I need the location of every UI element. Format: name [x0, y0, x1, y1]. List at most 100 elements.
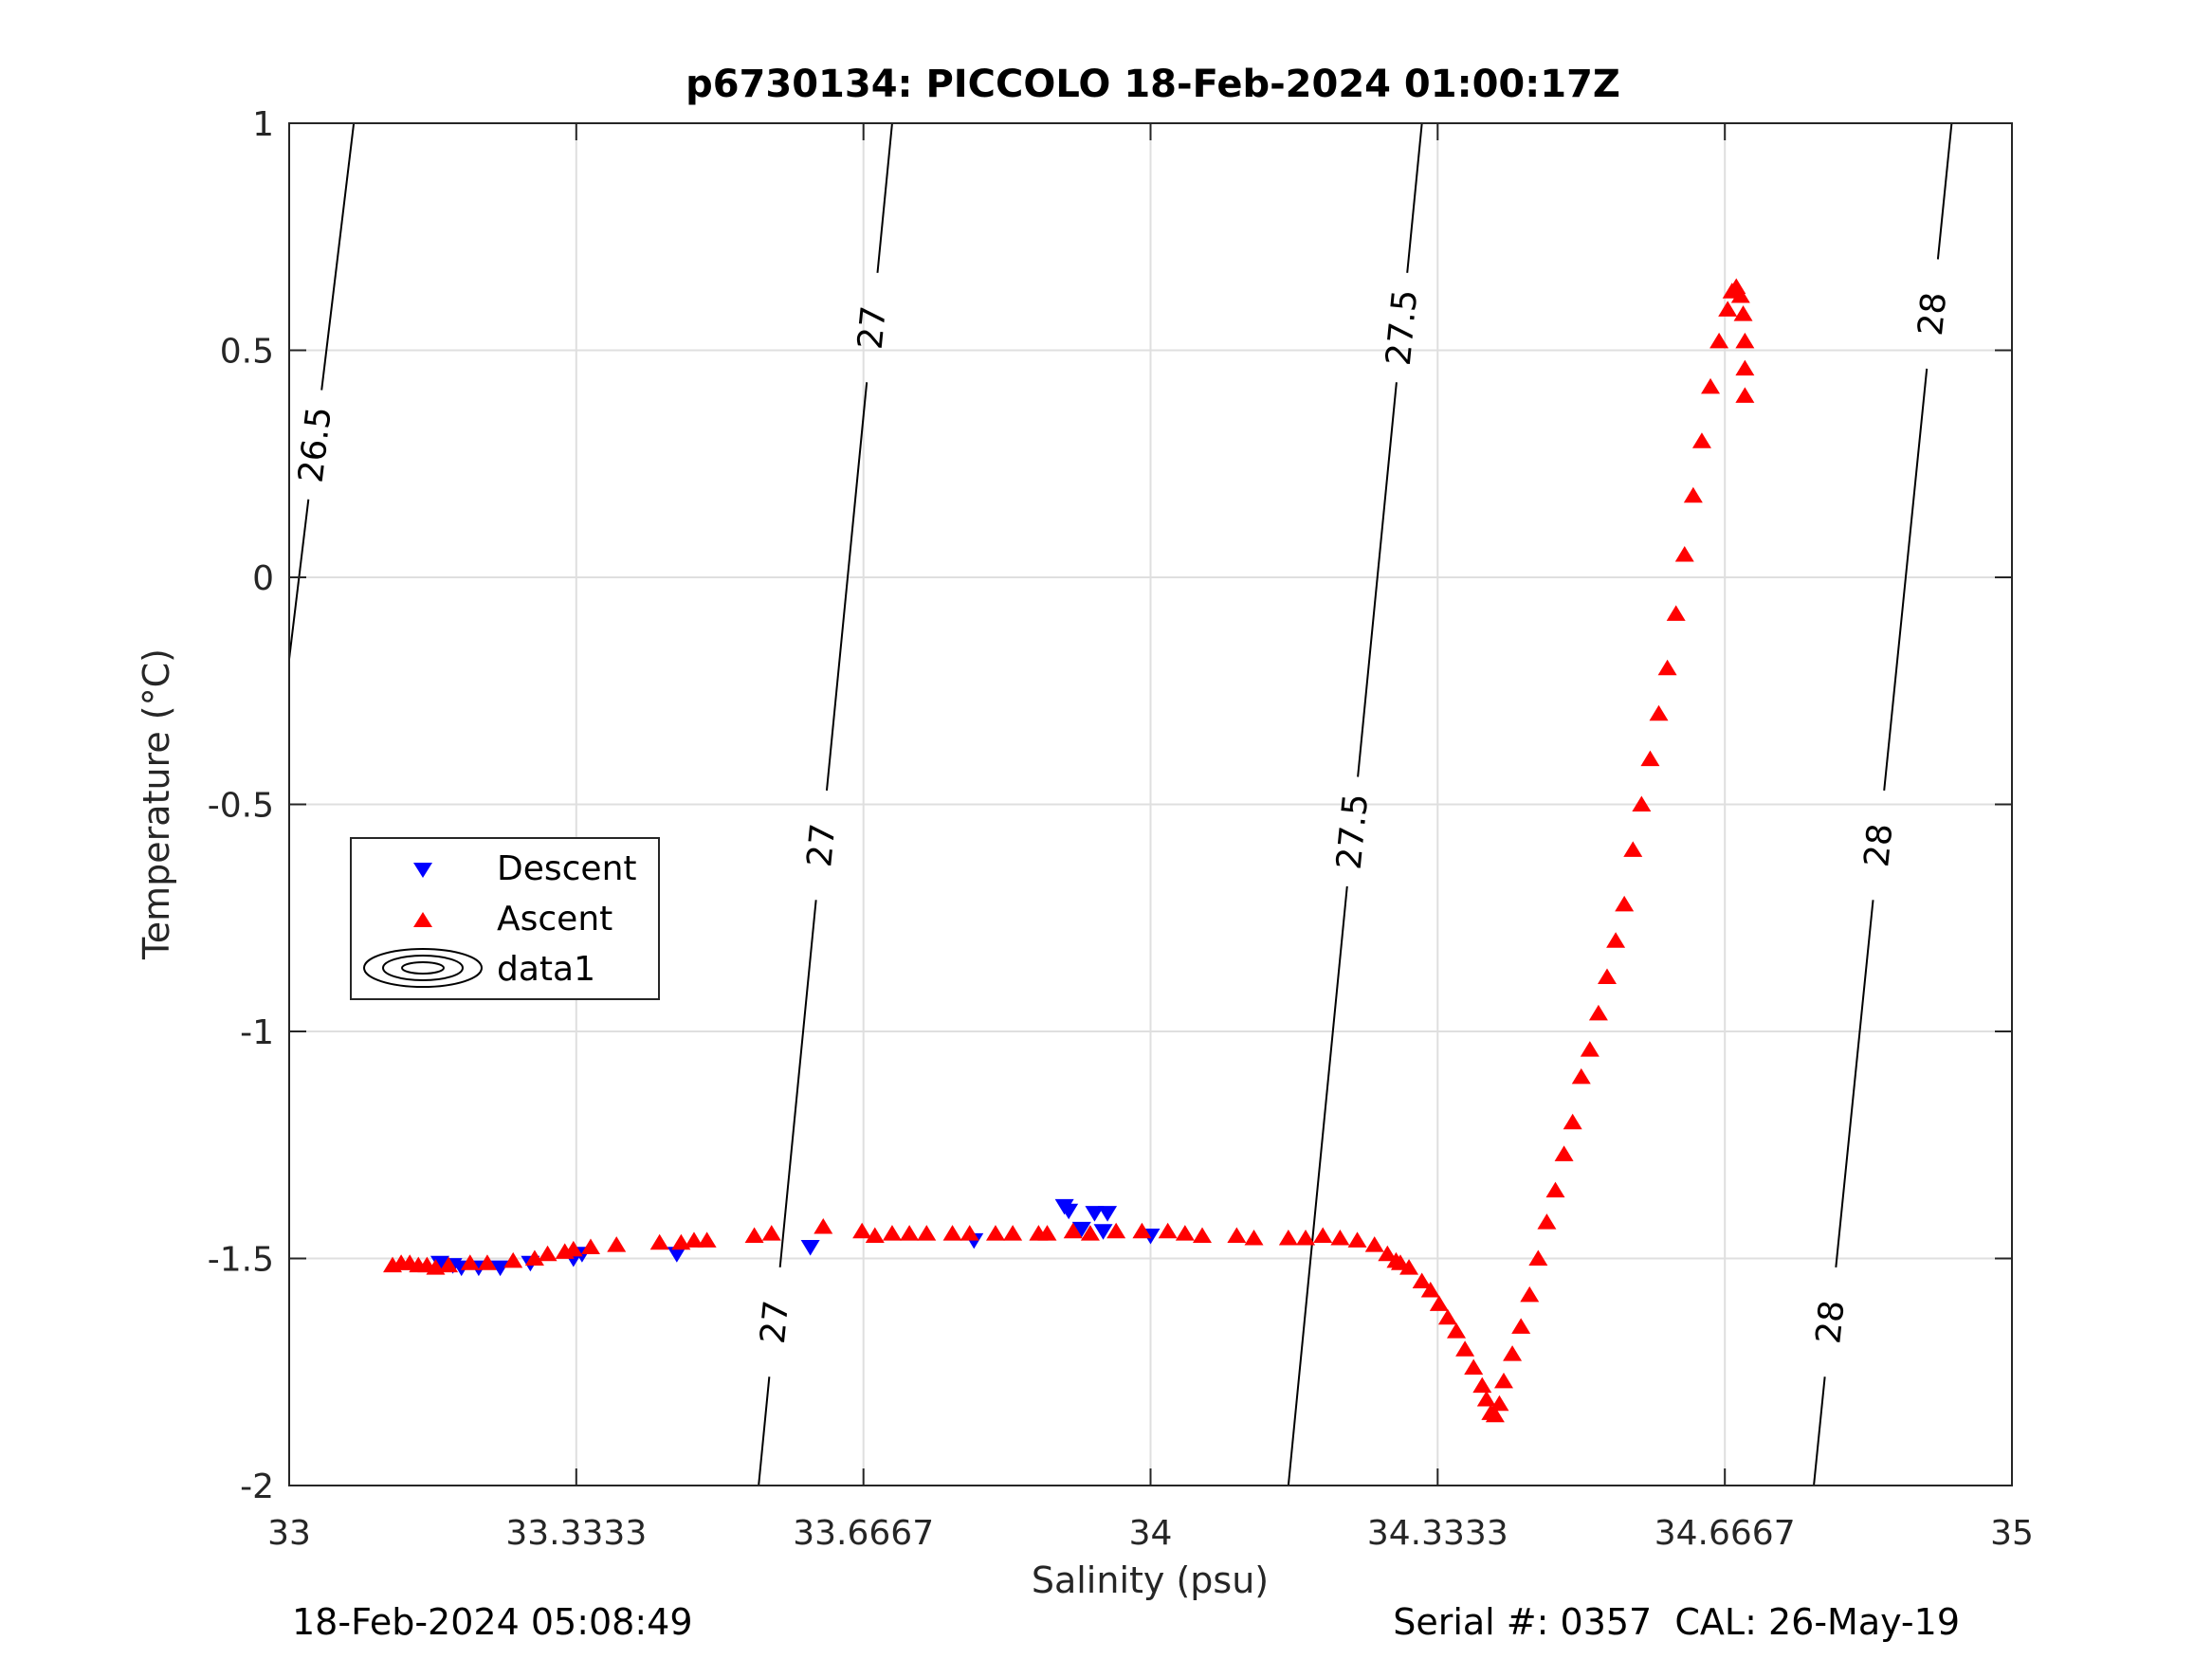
x-tick-label: 34 [1129, 1514, 1173, 1553]
ascent-point [1003, 1225, 1023, 1241]
ascent-point [1730, 287, 1750, 303]
contour-label-27: 27 [800, 822, 843, 869]
ascent-point [1296, 1229, 1316, 1246]
ascent-point [1503, 1345, 1523, 1361]
contour-line-27.5 [1357, 382, 1398, 777]
ascent-point [607, 1236, 627, 1252]
density-contours: 26.5 27 27 27 27.5 27.5 28 28 28 [288, 122, 1954, 1486]
contour-line-28 [1936, 122, 1953, 260]
contour-line-27.5 [1406, 122, 1423, 273]
chart-title: p6730134: PICCOLO 18-Feb-2024 01:00:17Z [686, 63, 1620, 106]
legend-box [350, 837, 660, 1000]
ascent-point [1493, 1372, 1513, 1389]
ascent-point [744, 1227, 764, 1244]
legend: Descent Ascent data1 [350, 837, 660, 1000]
ascent-point [900, 1225, 920, 1241]
ascent-point [761, 1225, 781, 1241]
ascent-point [1511, 1318, 1531, 1334]
ascent-point [1490, 1395, 1509, 1412]
x-tick-label: 33 [267, 1514, 311, 1553]
ascent-point [1132, 1222, 1152, 1239]
ascent-point [1657, 659, 1677, 676]
contour-line-27 [825, 382, 868, 791]
ascent-point [1571, 1067, 1591, 1085]
ascent-point [1420, 1282, 1440, 1298]
ascent-point [684, 1231, 704, 1248]
ascent-point [1472, 1376, 1492, 1394]
ascent-point [1735, 359, 1755, 376]
descent-point [1093, 1224, 1113, 1240]
ascent-point [563, 1240, 583, 1257]
ascent-point [882, 1225, 902, 1241]
ascent-point [1476, 1390, 1496, 1407]
ascent-point [814, 1217, 833, 1234]
contour-line-26.5 [288, 499, 310, 660]
contour-line-26.5 [320, 122, 356, 391]
ascent-point [1640, 750, 1660, 767]
contour-label-26.5: 26.5 [292, 405, 339, 484]
legend-descent-label: Descent [497, 849, 637, 888]
ascent-point [1278, 1229, 1298, 1246]
x-tick-label: 34.3333 [1367, 1514, 1508, 1553]
ascent-point [1606, 932, 1626, 948]
ascent-point [1718, 301, 1738, 317]
ascent-point [1330, 1229, 1350, 1246]
x-tick-label: 34.6667 [1654, 1514, 1796, 1553]
ascent-point [985, 1225, 1005, 1241]
y-tick-label: -1 [240, 1013, 274, 1052]
ascent-point [1580, 1041, 1600, 1057]
ascent-point [477, 1254, 497, 1270]
footer-serial-cal: Serial #: 0357 CAL: 26-May-19 [1393, 1601, 1960, 1643]
contour-label-27.5: 27.5 [1330, 792, 1377, 871]
legend-ascent-marker [413, 912, 432, 927]
ascent-point [580, 1238, 600, 1255]
ascent-point [1313, 1227, 1333, 1244]
ascent-point [1193, 1227, 1213, 1244]
ascent-point [1447, 1322, 1467, 1339]
ascent-point [1674, 546, 1694, 562]
x-tick-label: 35 [1990, 1514, 2034, 1553]
descent-point [1071, 1221, 1091, 1238]
ascent-point [538, 1245, 558, 1262]
ascent-point [1412, 1272, 1432, 1288]
legend-descent-marker [413, 863, 432, 878]
ascent-point [1455, 1340, 1475, 1357]
y-axis-label: Temperature (°C) [136, 648, 177, 960]
ascent-point [524, 1249, 544, 1266]
y-tick-label: 0.5 [220, 333, 274, 372]
ascent-point [1598, 968, 1618, 985]
ascent-point [1520, 1285, 1540, 1303]
ascent-point [1588, 1004, 1608, 1021]
ascent-point [1227, 1227, 1247, 1244]
ascent-point [1464, 1358, 1484, 1375]
contour-line-27.5 [1287, 885, 1348, 1486]
ascent-point [1244, 1229, 1264, 1246]
contour-line-27 [778, 900, 817, 1267]
descent-point [1098, 1206, 1118, 1222]
contour-label-27: 27 [754, 1299, 796, 1346]
y-tick-label: -0.5 [208, 787, 274, 826]
ascent-point [1437, 1308, 1457, 1325]
ascent-point [1364, 1236, 1384, 1252]
y-tick-label: -2 [240, 1468, 274, 1506]
ascent-point [1623, 841, 1643, 857]
contour-line-27 [758, 1376, 771, 1486]
ascent-point [1378, 1245, 1398, 1262]
y-tick-label: -1.5 [208, 1241, 274, 1280]
contour-label-28: 28 [1809, 1299, 1852, 1346]
contour-line-27 [876, 122, 893, 273]
descent-point [1085, 1206, 1105, 1222]
data-series [383, 278, 1755, 1423]
ascent-point [503, 1251, 523, 1268]
ascent-point [1615, 895, 1635, 912]
ascent-point [865, 1227, 885, 1244]
ascent-point [1709, 332, 1729, 349]
ascent-point [1554, 1145, 1574, 1161]
ascent-point [1683, 486, 1703, 503]
ascent-point [1735, 332, 1755, 349]
ascent-point [1528, 1249, 1548, 1266]
legend-ascent-label: Ascent [497, 900, 612, 939]
ascent-point [1175, 1225, 1195, 1241]
ascent-point [1701, 377, 1721, 394]
